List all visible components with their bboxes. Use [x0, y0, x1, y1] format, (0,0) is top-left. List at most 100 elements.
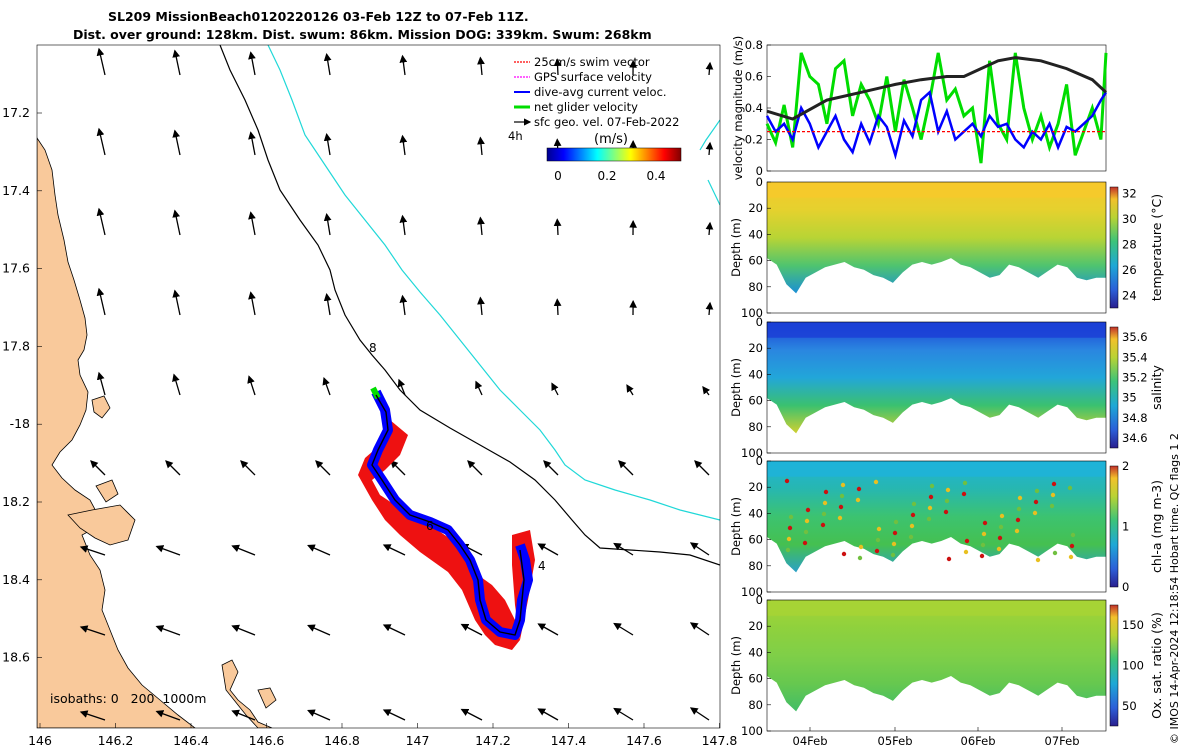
chl-sample-point: [963, 549, 969, 555]
velocity-arrow: [705, 141, 714, 156]
chl-sample-point: [979, 553, 985, 559]
chl-sample-point: [788, 514, 794, 520]
chl-sample-point: [891, 541, 897, 547]
velocity-arrow: [694, 460, 710, 476]
legend-item-dive-current: dive-avg current veloc.: [514, 85, 667, 99]
depth-tick: 40: [748, 645, 763, 659]
chl-sample-point: [911, 501, 917, 507]
chl-sample-point: [1070, 532, 1076, 538]
velocity-arrow: [323, 52, 332, 76]
velocity-arrow: [79, 625, 106, 636]
legend-note: 4h: [508, 129, 523, 143]
velocity-arrow: [399, 54, 408, 76]
chl-sample-point: [785, 547, 791, 553]
title-line-2: Dist. over ground: 128km. Dist. swum: 86…: [73, 27, 652, 42]
legend-label: 25cm/s swim vector: [534, 55, 650, 69]
colorbar-tick: 34.8: [1122, 411, 1148, 425]
chl-sample-point: [1069, 543, 1075, 549]
colorbar-tick: 35.2: [1122, 370, 1148, 384]
depth-tick: 0: [756, 593, 763, 607]
velocity-arrow: [323, 212, 332, 236]
velocity-arrow: [172, 373, 181, 396]
speed-colorbar: (m/s) 0 0.2 0.4: [546, 132, 682, 183]
depth-ylabel: Depth (m): [729, 358, 743, 417]
map-x-tick: 147: [406, 733, 430, 748]
section-colorbar: [1109, 186, 1119, 309]
chl-sample-point: [875, 537, 881, 543]
chl-sample-point: [892, 530, 898, 536]
depth-tick: 0: [756, 454, 763, 468]
depth-tick: 100: [741, 306, 763, 320]
chl-sample-point: [823, 489, 829, 495]
velocity-series-line: [765, 52, 1108, 164]
depth-tick: 100: [741, 446, 763, 460]
velocity-arrow: [90, 460, 106, 476]
chl-sample-point: [784, 478, 790, 484]
velocity-series-line: [766, 56, 1108, 121]
island: [91, 395, 111, 419]
velocity-arrow: [307, 544, 331, 556]
chl-sample-point: [926, 516, 932, 522]
depth-tick: 40: [748, 506, 763, 520]
depth-tick: 60: [748, 254, 763, 268]
colorbar-label: Ox. sat. ratio (%): [1149, 612, 1164, 719]
velocity-arrow: [240, 460, 256, 476]
chl-sample-point: [820, 522, 826, 528]
velocity-arrow: [96, 127, 106, 156]
velocity-arrow: [79, 710, 106, 721]
isobath-1000m: [267, 45, 720, 521]
velocity-arrow: [613, 542, 634, 556]
chl-sample-point: [858, 544, 864, 550]
section-surface-layer: [767, 182, 1106, 198]
depth-tick: 20: [748, 619, 763, 633]
velocity-arrow: [307, 709, 331, 721]
map-y-tick: 17.8: [2, 338, 30, 353]
depth-tick: 20: [748, 201, 763, 215]
chl-sample-point: [803, 529, 809, 535]
velocity-arrow: [477, 136, 485, 156]
depth-tick: 20: [748, 341, 763, 355]
section-data-field: [767, 461, 1106, 573]
map-y-tick: 17.6: [2, 261, 30, 276]
legend-label: sfc geo. vel. 07-Feb-2022: [534, 115, 680, 129]
velocity-panel: 0 0.2 0.4 0.6 0.8 velocity magnitude (m/s): [731, 36, 1108, 180]
velocity-arrow: [96, 207, 106, 236]
velocity-arrow: [399, 134, 408, 156]
chl-sample-point: [1014, 528, 1020, 534]
chl-sample-point: [999, 513, 1005, 519]
velocity-y-tick: 0: [756, 164, 763, 178]
chl-sample-point: [997, 535, 1003, 541]
depth-tick: 80: [748, 420, 763, 434]
map-x-tick: 146.2: [98, 733, 134, 748]
chl-sample-point: [804, 518, 810, 524]
chl-sample-point: [802, 540, 808, 546]
chl-sample-point: [787, 525, 793, 531]
section-surface-layer: [767, 600, 1106, 616]
colorbar-tick: 0.4: [646, 169, 665, 183]
colorbar-tick: 35: [1122, 391, 1137, 405]
velocity-arrow: [322, 377, 331, 396]
island: [95, 479, 119, 503]
colorbar-tick: 100: [1122, 659, 1144, 673]
depth-tick: 60: [748, 394, 763, 408]
velocity-arrow: [477, 216, 485, 236]
chl-sample-point: [961, 491, 967, 497]
legend-item-sfc-geo: sfc geo. vel. 07-Feb-2022: [514, 115, 680, 129]
velocity-arrow: [689, 707, 710, 721]
velocity-arrow: [460, 623, 483, 636]
surface-velocity-arrows: [79, 47, 714, 721]
legend-label: net glider velocity: [534, 100, 638, 114]
colorbar-tick: 2: [1122, 459, 1129, 473]
chl-sample-point: [893, 519, 899, 525]
map-x-tick: 146.4: [173, 733, 209, 748]
chl-sample-point: [981, 531, 987, 537]
velocity-arrow: [543, 460, 559, 476]
depth-tick: 20: [748, 480, 763, 494]
chl-sample-point: [1035, 557, 1041, 563]
velocity-y-tick: 0.6: [745, 70, 763, 84]
velocity-arrow: [79, 545, 106, 556]
legend-label: GPS surface velocity: [534, 70, 652, 84]
depth-tick: 100: [741, 724, 763, 738]
